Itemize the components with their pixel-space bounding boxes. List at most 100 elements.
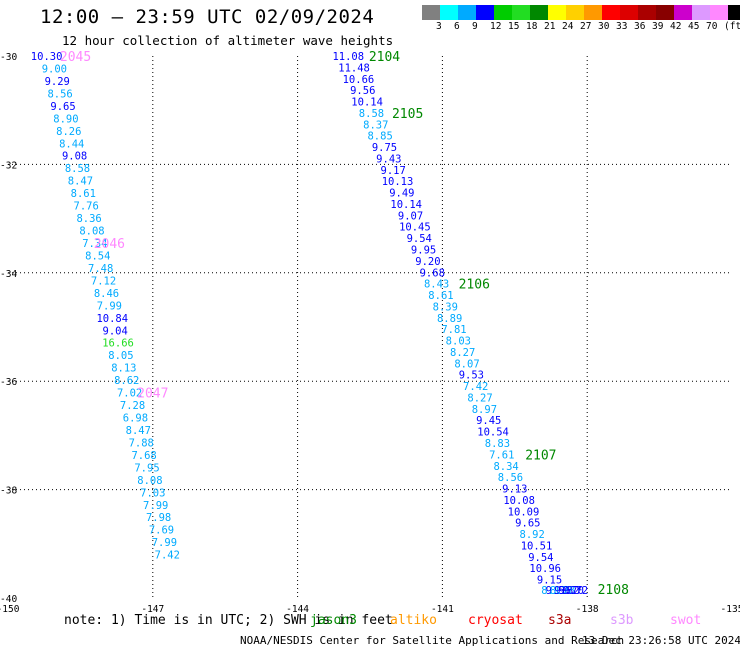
satellite-legend-cryosat: cryosat bbox=[468, 613, 523, 628]
footer-note: note: 1) Time is in UTC; 2) SWH is in fe… bbox=[64, 613, 393, 628]
swh-data-label: 7.68 bbox=[131, 450, 156, 462]
swh-data-label: 8.37 bbox=[363, 119, 388, 131]
colorbar-swatch bbox=[656, 5, 674, 20]
page-title: 12:00 – 23:59 UTC 02/09/2024 bbox=[40, 6, 375, 28]
colorbar-label: 15 bbox=[508, 21, 520, 32]
time-marker-label: 2106 bbox=[459, 278, 490, 293]
swh-data-label: 8.78 bbox=[550, 585, 575, 597]
swh-data-label: 10.13 bbox=[382, 176, 414, 188]
swh-data-label: 8.83 bbox=[485, 438, 510, 450]
swh-data-label: 7.12 bbox=[91, 275, 116, 287]
credit-text: NOAA/NESDIS Center for Satellite Applica… bbox=[240, 634, 625, 647]
swh-data-label: 8.97 bbox=[472, 404, 497, 416]
y-tick-label: -30 bbox=[0, 52, 17, 63]
swh-data-label: 8.62 bbox=[114, 375, 139, 387]
x-tick-label: -141 bbox=[431, 604, 454, 615]
swh-data-label: 10.08 bbox=[503, 495, 535, 507]
satellite-legend-altiko: altiko bbox=[390, 613, 437, 628]
swh-data-label: 9.20 bbox=[415, 256, 440, 268]
colorbar-swatch bbox=[476, 5, 494, 20]
satellite-legend-s3a: s3a bbox=[548, 613, 572, 628]
swh-data-label: 8.34 bbox=[493, 461, 518, 473]
swh-data-label: 8.85 bbox=[367, 131, 392, 143]
swh-data-label: 9.29 bbox=[45, 76, 70, 88]
swh-data-label: 11.48 bbox=[338, 62, 370, 74]
colorbar-swatch bbox=[548, 5, 566, 20]
swh-data-label: 9.56 bbox=[546, 585, 571, 597]
colorbar-label: 18 bbox=[526, 21, 538, 32]
swh-data-label: 7.81 bbox=[441, 324, 466, 336]
swh-data-label: 8.58 bbox=[65, 163, 90, 175]
swh-data-label: 9.04 bbox=[103, 325, 128, 337]
colorbar-swatch bbox=[440, 5, 458, 20]
y-tick-label: -38 bbox=[0, 486, 17, 497]
swh-data-label: 8.11 bbox=[541, 585, 566, 597]
colorbar-label: 12 bbox=[490, 21, 502, 32]
colorbar-swatch bbox=[458, 5, 476, 20]
colorbar-swatch bbox=[638, 5, 656, 20]
swh-data-label: 9.45 bbox=[476, 415, 501, 427]
swh-data-label: 9.68 bbox=[420, 267, 445, 279]
colorbar-label: 70 bbox=[706, 21, 718, 32]
swh-data-label: 9.75 bbox=[372, 142, 397, 154]
swh-data-label: 16.66 bbox=[102, 338, 134, 350]
swh-data-label: 10.30 bbox=[31, 51, 63, 63]
colorbar-label: 33 bbox=[616, 21, 628, 32]
swh-data-label: 7.69 bbox=[149, 525, 174, 537]
swh-data-label: 10.54 bbox=[477, 427, 509, 439]
swh-data-label: 9.49 bbox=[389, 188, 414, 200]
swh-data-label: 8.44 bbox=[59, 138, 84, 150]
colorbar-label: 9 bbox=[472, 21, 478, 32]
colorbar-swatch bbox=[422, 5, 440, 20]
swh-data-label: 8.58 bbox=[359, 108, 384, 120]
swh-data-label: 10.96 bbox=[529, 563, 561, 575]
swh-data-label: 8.03 bbox=[446, 336, 471, 348]
x-tick-label: -147 bbox=[141, 604, 164, 615]
colorbar-label: 45 bbox=[688, 21, 700, 32]
colorbar-swatch bbox=[584, 5, 602, 20]
swh-data-label: 7.98 bbox=[146, 512, 171, 524]
swh-data-label: 10.51 bbox=[521, 540, 553, 552]
swh-data-label: 8.13 bbox=[111, 363, 136, 375]
time-marker-label: 2046 bbox=[94, 237, 125, 252]
colorbar-label: 27 bbox=[580, 21, 592, 32]
colorbar-swatch bbox=[728, 5, 740, 20]
swh-data-label: 10.14 bbox=[351, 97, 383, 109]
colorbar-swatch bbox=[530, 5, 548, 20]
swh-data-label: 7.28 bbox=[120, 400, 145, 412]
swh-data-label: 8.56 bbox=[498, 472, 523, 484]
swh-data-label: 7.03 bbox=[140, 487, 165, 499]
swh-data-label: 9.82 bbox=[554, 585, 579, 597]
swh-data-label: 9.00 bbox=[42, 63, 67, 75]
swh-data-label: 8.46 bbox=[94, 288, 119, 300]
colorbar-swatch bbox=[710, 5, 728, 20]
swh-data-label: 8.89 bbox=[437, 313, 462, 325]
swh-data-label: 8.47 bbox=[126, 425, 151, 437]
y-tick-label: -36 bbox=[0, 377, 17, 388]
swh-data-label: 9.95 bbox=[411, 244, 436, 256]
satellite-legend-s3b: s3b bbox=[610, 613, 634, 628]
swh-data-label: 7.76 bbox=[74, 201, 99, 213]
swh-data-label: 7.61 bbox=[489, 449, 514, 461]
swh-data-label: 9.56 bbox=[350, 85, 375, 97]
colorbar-swatch bbox=[512, 5, 530, 20]
colorbar-swatch bbox=[692, 5, 710, 20]
swh-data-label: 6.98 bbox=[123, 413, 148, 425]
swh-data-label: 8.47 bbox=[68, 176, 93, 188]
x-tick-label: -144 bbox=[286, 604, 309, 615]
swh-data-label: 7.95 bbox=[134, 462, 159, 474]
colorbar-label: 36 bbox=[634, 21, 646, 32]
swh-data-label: 8.26 bbox=[56, 126, 81, 138]
swh-data-label: 8.27 bbox=[467, 392, 492, 404]
swh-data-label: 8.61 bbox=[71, 188, 96, 200]
time-marker-label: 2045 bbox=[60, 50, 91, 65]
swh-data-label: 8.36 bbox=[76, 213, 101, 225]
swh-data-label: 11.08 bbox=[332, 51, 364, 63]
colorbar-label: 39 bbox=[652, 21, 664, 32]
swh-data-label: 8.56 bbox=[47, 88, 72, 100]
colorbar-label: 21 bbox=[544, 21, 556, 32]
swh-data-label: 9.13 bbox=[502, 484, 527, 496]
swh-data-label: 7.48 bbox=[88, 263, 113, 275]
satellite-legend-swot: swot bbox=[670, 613, 702, 628]
swh-data-label: 9.43 bbox=[376, 153, 401, 165]
